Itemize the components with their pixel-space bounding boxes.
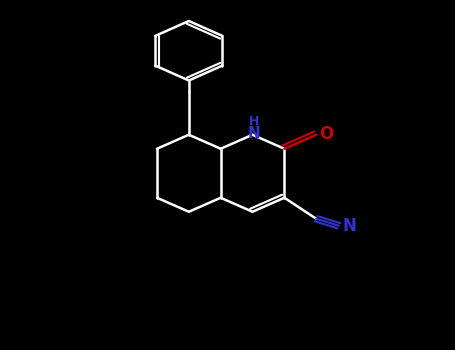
Text: H: H <box>249 115 259 128</box>
Text: N: N <box>248 126 260 140</box>
Text: O: O <box>319 125 334 143</box>
Text: N: N <box>342 217 356 235</box>
